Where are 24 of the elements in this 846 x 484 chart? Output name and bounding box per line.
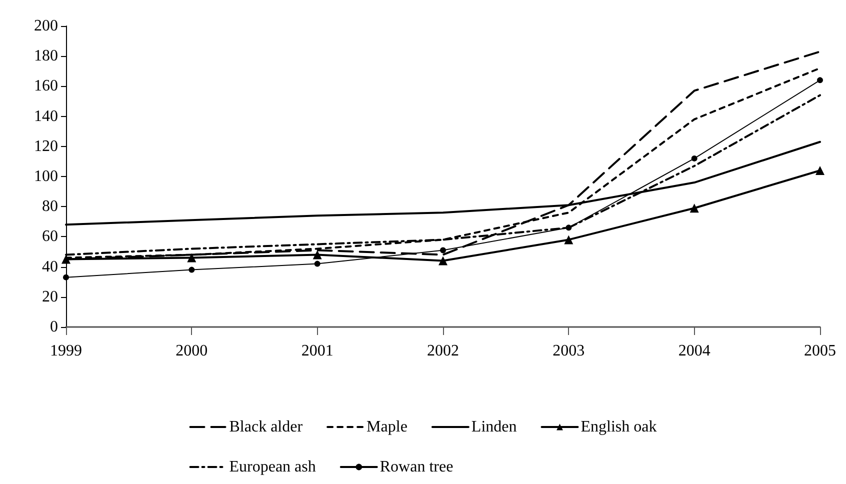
y-tick-label: 100 [34, 168, 58, 185]
legend-label: European ash [229, 458, 316, 476]
x-tick-label: 2000 [176, 342, 208, 360]
x-tick-label: 1999 [50, 342, 82, 360]
y-tick-label: 0 [50, 318, 58, 336]
y-tick-label: 140 [34, 108, 58, 125]
legend-label: Maple [366, 418, 408, 436]
y-tick-label: 80 [42, 198, 58, 216]
y-tick-label: 120 [34, 138, 58, 155]
x-tick-label: 2004 [678, 342, 710, 360]
y-tick-label: 180 [34, 48, 58, 65]
y-tick-label: 40 [42, 258, 58, 276]
x-tick-label: 2002 [427, 342, 459, 360]
x-tick-label: 2003 [552, 342, 585, 360]
y-tick-label: 160 [34, 78, 58, 95]
x-tick-label: 2001 [301, 342, 334, 360]
y-tick-label: 20 [42, 288, 58, 306]
x-tick-label: 2005 [804, 342, 836, 360]
legend-label: English oak [580, 418, 657, 436]
legend-label: Rowan tree [380, 458, 454, 476]
legend-label: Black alder [229, 418, 304, 436]
legend-label: Linden [471, 418, 517, 436]
y-tick-label: 200 [34, 18, 58, 34]
y-tick-label: 60 [42, 228, 58, 246]
